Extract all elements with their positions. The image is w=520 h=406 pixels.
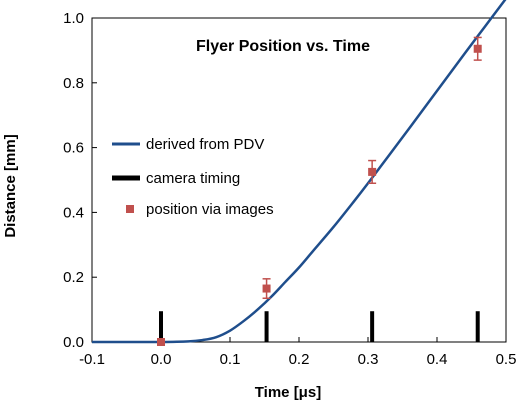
x-tick-label: 0.5 xyxy=(496,351,517,368)
legend-images-swatch xyxy=(126,205,134,213)
image-point xyxy=(262,284,271,293)
chart-title: Flyer Position vs. Time xyxy=(196,38,370,55)
legend-images-label: position via images xyxy=(146,201,274,218)
x-tick-label: 0.0 xyxy=(151,351,172,368)
x-axis-title: Time [μs] xyxy=(255,384,321,401)
image-point xyxy=(473,44,482,53)
x-axis: -0.1 0.0 0.1 0.2 0.3 0.4 0.5 xyxy=(79,337,516,368)
camera-timing-series xyxy=(159,311,480,342)
x-tick-label: 0.2 xyxy=(289,351,310,368)
plot-area: 0.00.20.40.60.81.0 -0.1 0.0 0.1 0.2 0.3 0.4 0.… xyxy=(63,0,516,368)
x-tick-label: 0.3 xyxy=(358,351,379,368)
legend-pdv-label: derived from PDV xyxy=(146,136,264,153)
legend: derived from PDV camera timing position … xyxy=(112,136,274,218)
y-tick-label: 0.6 xyxy=(63,140,84,157)
image-point xyxy=(368,167,377,176)
y-tick-label: 1.0 xyxy=(63,10,84,27)
x-tick-label: 0.1 xyxy=(220,351,241,368)
legend-camera-label: camera timing xyxy=(146,170,240,187)
y-tick-label: 0.8 xyxy=(63,75,84,92)
y-tick-label: 0.0 xyxy=(63,334,84,351)
y-tick-label: 0.4 xyxy=(63,204,84,221)
y-axis-title: Distance [mm] xyxy=(2,134,19,237)
x-tick-label: 0.4 xyxy=(427,351,448,368)
y-tick-label: 0.2 xyxy=(63,269,84,286)
x-tick-label: -0.1 xyxy=(79,351,105,368)
pdv-line xyxy=(91,0,507,344)
y-axis: 0.0 0.2 0.4 0.6 0.8 1.0 xyxy=(63,10,97,351)
image-point xyxy=(157,338,165,346)
image-points-series xyxy=(157,36,482,346)
